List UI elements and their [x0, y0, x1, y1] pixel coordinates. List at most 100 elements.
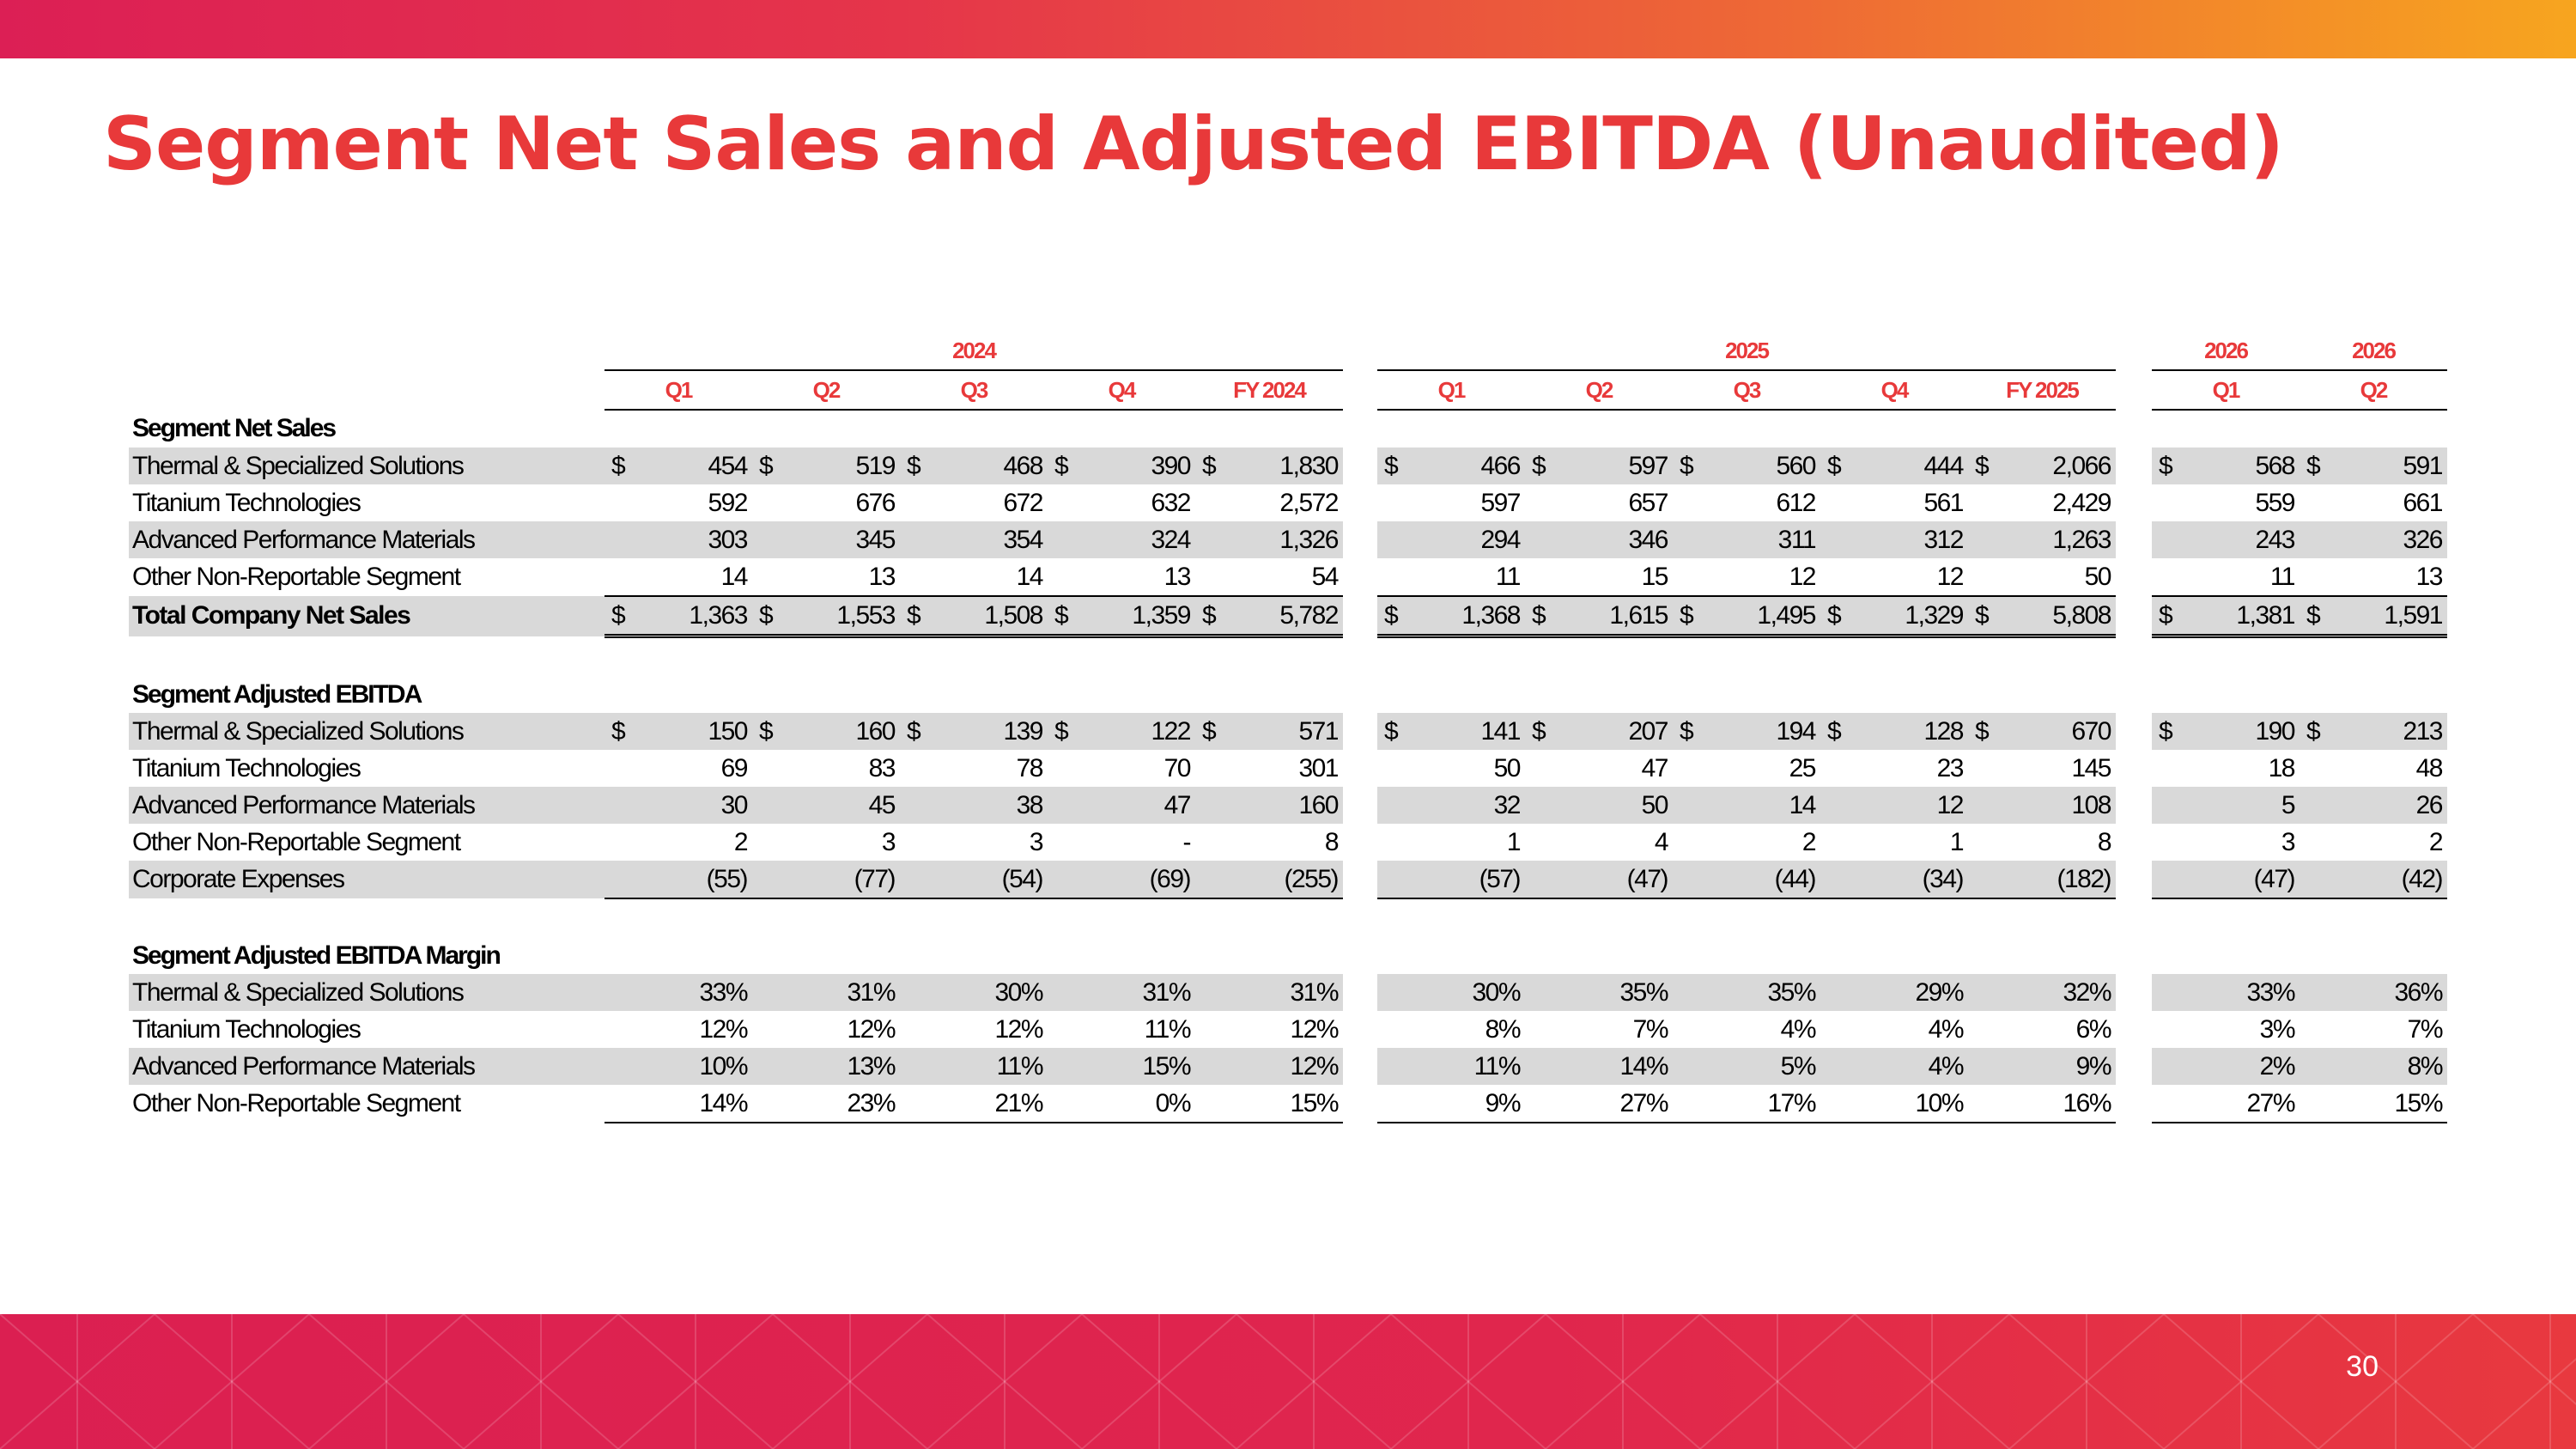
cell-q3-2025: 612 [1776, 488, 1816, 517]
cell-q3-2025: (44) [1747, 861, 1820, 899]
cell-q3-2024: 38 [974, 787, 1048, 824]
cell-q1-2024: 2 [733, 827, 749, 856]
col-header-fy-2025: FY 2025 [1968, 369, 2116, 411]
table-row: Thermal & Specialized Solutions 33% 31% 30%… [129, 974, 2447, 1011]
cell-fy-2025: 670 [2042, 713, 2116, 750]
dollar-sign: $ [2300, 713, 2373, 750]
top-accent-bar [0, 0, 2576, 58]
cell-q4-2025: 128 [1894, 713, 1968, 750]
cell-q3-2024: 30% [974, 974, 1048, 1011]
cell-q3-2024: 672 [1003, 488, 1043, 517]
cell-q3-2025: 311 [1747, 521, 1820, 558]
table-row: Advanced Performance Materials 10% 13% 11% 1… [129, 1048, 2447, 1085]
cell-q1-2025: 50 [1493, 753, 1522, 782]
table-row: Other Non-Reportable Segment 14% 23% 21% 0% 1… [129, 1085, 2447, 1123]
row-label: Corporate Expenses [129, 861, 605, 898]
row-label: Advanced Performance Materials [129, 787, 605, 824]
dollar-sign: $ [1673, 595, 1747, 638]
cell-q2-2026: 26 [2373, 787, 2447, 824]
section-spacer [129, 898, 2447, 937]
cell-q1-2024: 12% [699, 1014, 748, 1044]
cell-q1-2025: 11 [1495, 562, 1522, 591]
cell-q2-2026: 8% [2373, 1048, 2447, 1085]
cell-q2-2026: 213 [2373, 713, 2447, 750]
year-header-2025: 2025 [1725, 337, 1770, 363]
footer-lattice-pattern [0, 1314, 2576, 1449]
table-row: Titanium Technologies 12% 12% 12% 11% 12% 8% 7%… [129, 1011, 2447, 1048]
row-label: Advanced Performance Materials [129, 1048, 605, 1085]
cell-fy-2024: 2,572 [1279, 488, 1339, 517]
cell-q4-2024: 0% [1121, 1085, 1195, 1123]
cell-q1-2024: 14 [720, 562, 749, 591]
cell-q4-2025: 10% [1894, 1085, 1968, 1123]
cell-q2-2024: 676 [855, 488, 896, 517]
cell-q4-2024: 31% [1121, 974, 1195, 1011]
table-row: Other Non-Reportable Segment 14 13 14 13 54 11… [129, 558, 2447, 596]
cell-q3-2025: 4% [1780, 1014, 1817, 1044]
cell-q1-2025: 1 [1506, 827, 1522, 856]
cell-q1-2025: 1,368 [1451, 595, 1525, 638]
cell-q2-2025: 207 [1599, 713, 1673, 750]
dollar-sign: $ [752, 595, 826, 638]
section-title: Segment Net Sales [132, 414, 337, 442]
cell-q2-2026: 591 [2373, 447, 2447, 484]
cell-q4-2024: - [1182, 827, 1192, 856]
cell-fy-2025: 6% [2075, 1014, 2112, 1044]
footer-band: 30 [0, 1314, 2576, 1449]
dollar-sign: $ [2300, 595, 2373, 638]
row-label: Other Non-Reportable Segment [132, 1089, 461, 1117]
cell-q2-2025: 15 [1641, 562, 1669, 591]
cell-q1-2026: 3 [2281, 827, 2296, 856]
cell-q4-2025: 444 [1894, 447, 1968, 484]
cell-q1-2024: 150 [678, 713, 752, 750]
cell-fy-2024: (255) [1269, 861, 1343, 899]
cell-fy-2024: 8 [1324, 827, 1340, 856]
cell-q4-2024: 122 [1121, 713, 1195, 750]
cell-q2-2025: 35% [1599, 974, 1673, 1011]
cell-fy-2024: 31% [1269, 974, 1343, 1011]
row-label: Titanium Technologies [132, 753, 361, 782]
cell-fy-2024: 54 [1311, 562, 1340, 591]
cell-q2-2025: 4 [1654, 827, 1669, 856]
cell-fy-2024: 301 [1298, 753, 1339, 782]
cell-q2-2025: 14% [1599, 1048, 1673, 1085]
cell-q2-2024: 31% [826, 974, 900, 1011]
dollar-sign: $ [1195, 595, 1269, 638]
cell-q3-2025: 5% [1747, 1048, 1820, 1085]
page-number: 30 [2346, 1350, 2379, 1383]
cell-q4-2025: 312 [1894, 521, 1968, 558]
dollar-sign: $ [752, 713, 826, 750]
cell-q2-2024: 12% [847, 1014, 896, 1044]
row-label: Advanced Performance Materials [129, 521, 605, 558]
cell-q1-2026: 33% [2226, 974, 2300, 1011]
cell-q1-2026: 2% [2226, 1048, 2300, 1085]
col-header-q4-2025: Q4 [1820, 369, 1968, 411]
dollar-sign: $ [1525, 595, 1599, 638]
dollar-sign: $ [1377, 713, 1451, 750]
section-heading-net-sales: Segment Net Sales [129, 410, 2447, 447]
cell-q3-2024: 11% [974, 1048, 1048, 1085]
cell-fy-2024: 1,326 [1269, 521, 1343, 558]
year-header-2024: 2024 [952, 337, 997, 363]
cell-q4-2025: 4% [1894, 1048, 1968, 1085]
cell-q1-2025: 30% [1451, 974, 1525, 1011]
cell-q1-2025: 32 [1451, 787, 1525, 824]
col-header-q1-2026: Q1 [2152, 369, 2300, 411]
cell-q2-2024: 519 [826, 447, 900, 484]
dollar-sign: $ [752, 447, 826, 484]
col-header-q3-2024: Q3 [900, 369, 1048, 411]
cell-q3-2024: 12% [994, 1014, 1043, 1044]
cell-q1-2026: 1,381 [2226, 595, 2300, 638]
cell-q3-2025: 12 [1789, 562, 1817, 591]
cell-q4-2024: 15% [1121, 1048, 1195, 1085]
cell-q1-2026: 27% [2226, 1085, 2300, 1123]
cell-q1-2024: 69 [720, 753, 749, 782]
cell-q2-2025: 346 [1599, 521, 1673, 558]
cell-q2-2024: 13% [826, 1048, 900, 1085]
cell-q3-2024: 14 [1016, 562, 1044, 591]
cell-fy-2024: 15% [1269, 1085, 1343, 1123]
cell-q2-2024: 3 [881, 827, 896, 856]
row-label: Thermal & Specialized Solutions [129, 447, 605, 484]
dollar-sign: $ [605, 447, 678, 484]
cell-q1-2026: 559 [2255, 488, 2295, 517]
